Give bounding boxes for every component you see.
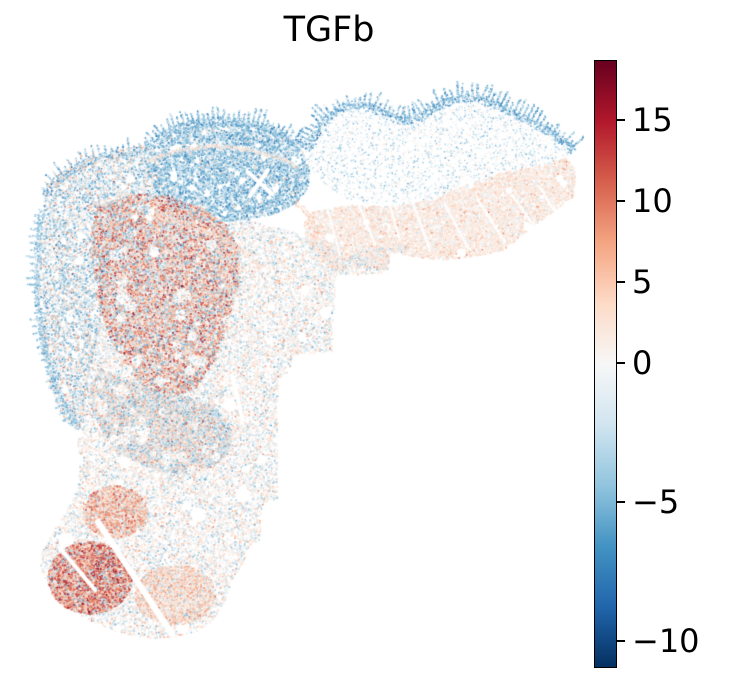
colorbar-tick-label: 15	[632, 100, 673, 139]
colorbar-tick-mark	[617, 639, 625, 642]
colorbar-tick-label: 10	[632, 181, 673, 220]
colorbar-gradient-bar	[594, 60, 617, 668]
colorbar-tick-mark	[617, 118, 625, 121]
colorbar-tick-label: −10	[632, 621, 700, 660]
colorbar-tick-mark	[617, 199, 625, 202]
colorbar-tick-mark	[617, 280, 625, 283]
colorbar-tick-label: 0	[632, 344, 653, 382]
colorbar-tick-mark	[617, 500, 625, 503]
colorbar-tick-label: −5	[632, 482, 680, 521]
colorbar-tick-mark	[617, 362, 625, 364]
chart-title: TGFb	[283, 10, 375, 50]
colorbar-tick-label: 5	[632, 262, 653, 301]
